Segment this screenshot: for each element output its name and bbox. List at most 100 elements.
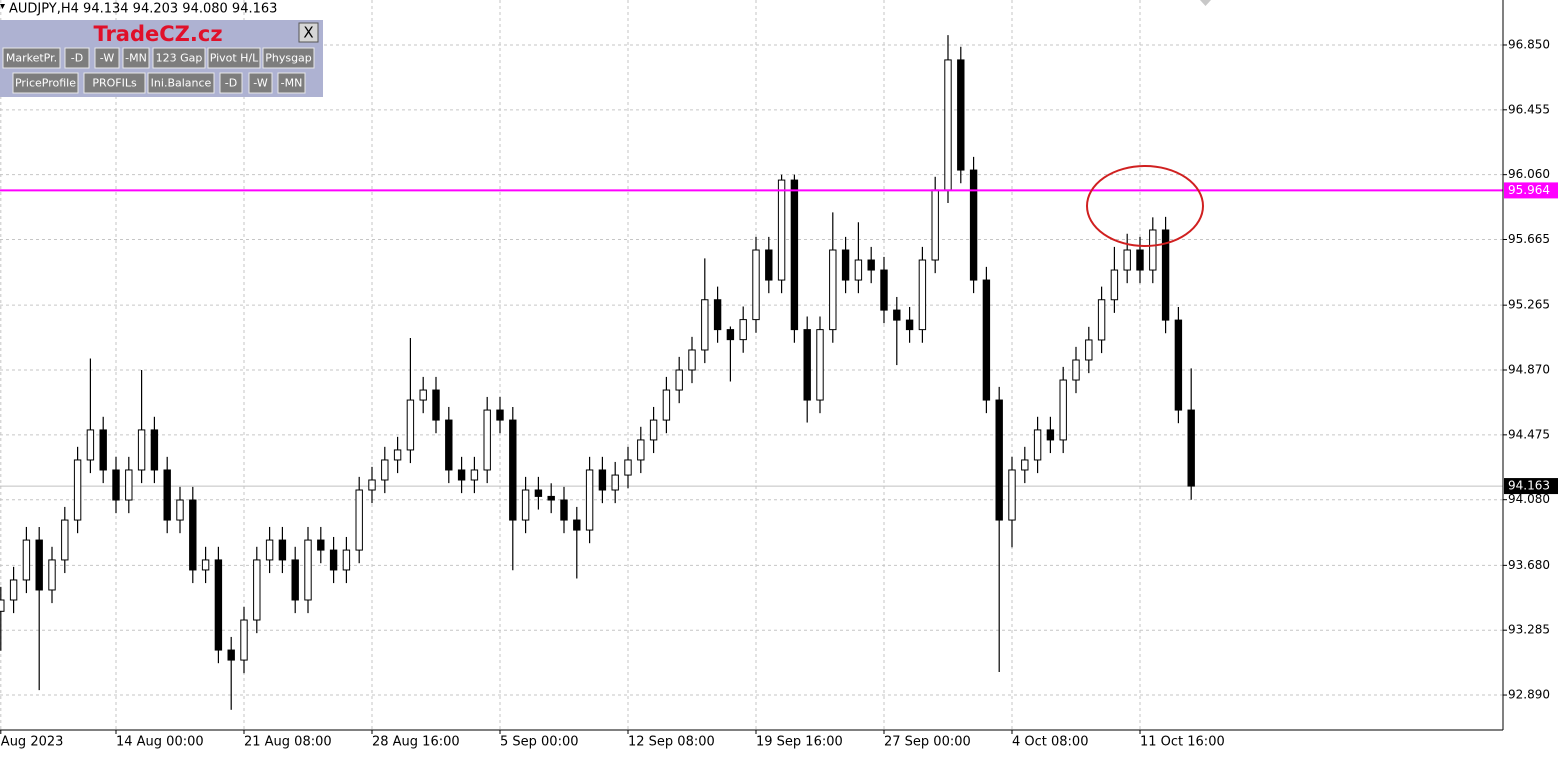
button-bg[interactable] (94, 47, 120, 69)
candle-body (304, 539, 312, 601)
button-bg[interactable] (277, 72, 306, 94)
panel-button[interactable]: -W (248, 72, 273, 94)
candle-body (585, 469, 594, 531)
candle-body (803, 329, 811, 401)
candle-body (125, 469, 133, 501)
candle-body (1046, 429, 1055, 441)
candle-body (1149, 229, 1157, 271)
candle-body (624, 459, 632, 476)
candle-body (253, 559, 261, 621)
button-bg[interactable] (152, 47, 206, 69)
button-label[interactable]: Ini.Balance (151, 77, 212, 90)
panel-button[interactable]: PriceProfile (12, 72, 79, 94)
button-label[interactable]: MarketPr. (6, 52, 57, 65)
candle-body (547, 495, 555, 501)
panel-button[interactable]: Pivot H/L (207, 47, 261, 69)
button-label[interactable]: -D (71, 52, 83, 65)
close-label[interactable]: X (303, 24, 313, 42)
panel-button[interactable]: -MN (122, 47, 150, 69)
button-label[interactable]: Physgap (265, 52, 312, 65)
candle-body (368, 479, 376, 491)
button-bg[interactable] (219, 72, 243, 94)
candle-body (880, 269, 888, 311)
button-bg[interactable] (2, 47, 61, 69)
marker (1200, 0, 1211, 6)
panel-button[interactable]: -D (64, 47, 90, 69)
panel-button[interactable]: -W (94, 47, 120, 69)
button-label[interactable]: -W (100, 52, 115, 65)
button-bg[interactable] (64, 47, 90, 69)
candle-body (765, 249, 773, 281)
y-tick-label: 94.080 (1508, 492, 1550, 506)
panel-title: TradeCZ.cz (93, 22, 222, 46)
candle-body (240, 619, 248, 661)
button-bg[interactable] (147, 72, 215, 94)
button-bg[interactable] (12, 72, 79, 94)
y-tick-label: 96.060 (1508, 167, 1550, 181)
candle-body (573, 519, 581, 531)
button-label[interactable]: PriceProfile (15, 77, 76, 90)
button-bg[interactable] (122, 47, 150, 69)
candle-body (419, 389, 427, 401)
button-label[interactable]: 123 Gap (156, 52, 203, 65)
y-tick-label: 96.455 (1508, 102, 1550, 116)
candle-body (509, 419, 517, 521)
candle-body (969, 169, 978, 281)
candle-body (611, 474, 619, 491)
panel-button[interactable]: -MN (277, 72, 306, 94)
candle-body (649, 419, 658, 441)
candle-body (381, 459, 389, 481)
candle-body (176, 499, 184, 521)
candle-body (112, 469, 120, 501)
button-label[interactable]: -MN (281, 77, 303, 90)
x-tick-label: 19 Sep 16:00 (756, 735, 843, 750)
panel-button[interactable]: Ini.Balance (147, 72, 215, 94)
candle-body (905, 319, 914, 331)
candle-body (701, 299, 709, 351)
last-price-label-bg (1504, 478, 1558, 495)
candle-body (931, 189, 939, 261)
button-bg[interactable] (83, 72, 146, 94)
candle-body (1097, 299, 1106, 341)
candle-body (278, 539, 287, 561)
button-bg[interactable] (248, 72, 273, 94)
panel-button[interactable]: 123 Gap (152, 47, 206, 69)
panel-button[interactable]: Physgap (262, 47, 315, 69)
candle-body (432, 389, 440, 421)
level-label: 95.964 (1508, 183, 1550, 197)
button-label[interactable]: Pivot H/L (210, 52, 259, 65)
candle-body (61, 519, 69, 561)
button-label[interactable]: -D (225, 77, 237, 90)
panel: TradeCZ.cz X MarketPr. -D -W -MN 123 Gap Pivo… (0, 20, 323, 97)
candle-body (1085, 339, 1093, 361)
button-bg[interactable] (262, 47, 315, 69)
panel-button[interactable]: PROFILs (83, 72, 146, 94)
button-label[interactable]: PROFILs (92, 77, 137, 90)
candle-body (86, 429, 95, 461)
x-tick-label: 14 Aug 00:00 (116, 735, 204, 750)
candle-body (662, 389, 671, 421)
button-label[interactable]: -W (253, 77, 268, 90)
candle-body (790, 179, 799, 331)
candle-body (893, 309, 901, 321)
candle-body (1174, 319, 1183, 411)
candle-body (496, 409, 504, 421)
panel-button[interactable]: -D (219, 72, 243, 94)
candle-body (201, 559, 210, 571)
x-tick-label: 21 Aug 08:00 (244, 735, 332, 750)
candle-body (99, 429, 107, 471)
panel-button[interactable]: MarketPr. (2, 47, 61, 69)
candle-body (1008, 469, 1016, 521)
close-button[interactable] (298, 22, 319, 43)
button-bg[interactable] (207, 47, 261, 69)
dropdown-arrow (0, 4, 5, 9)
candle-body (9, 579, 18, 601)
button-label[interactable]: -MN (125, 52, 147, 65)
last-price-label: 94.163 (1508, 479, 1550, 493)
candle-body (189, 499, 197, 571)
candle-body (598, 469, 607, 491)
x-tick-label: 5 Sep 00:00 (500, 735, 579, 750)
candle-body (995, 399, 1003, 521)
